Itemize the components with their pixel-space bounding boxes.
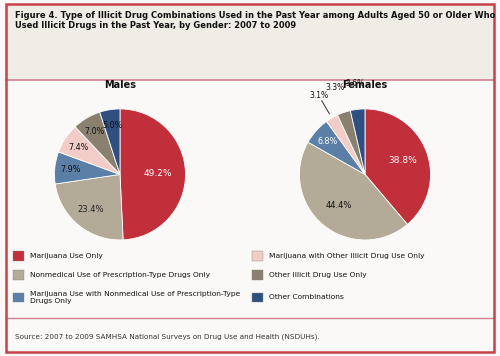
Bar	[252, 270, 263, 280]
Bar	[252, 251, 263, 261]
Text: 7.4%: 7.4%	[68, 142, 88, 152]
Wedge shape	[55, 174, 123, 240]
Bar	[14, 270, 24, 280]
Wedge shape	[120, 109, 186, 240]
Wedge shape	[58, 127, 120, 174]
Text: 49.2%: 49.2%	[144, 169, 172, 178]
Text: Other Combinations: Other Combinations	[269, 294, 344, 300]
Text: Other Illicit Drug Use Only: Other Illicit Drug Use Only	[269, 272, 366, 278]
Wedge shape	[308, 121, 365, 174]
Bar	[14, 293, 24, 302]
Wedge shape	[75, 112, 120, 174]
Text: Used Illicit Drugs in the Past Year, by Gender: 2007 to 2009: Used Illicit Drugs in the Past Year, by …	[15, 21, 296, 30]
Text: Marijuana with Other Illicit Drug Use Only: Marijuana with Other Illicit Drug Use On…	[269, 253, 424, 259]
Text: 44.4%: 44.4%	[326, 201, 352, 210]
Wedge shape	[365, 109, 430, 224]
Wedge shape	[54, 152, 120, 184]
Wedge shape	[300, 142, 408, 240]
Text: 7.9%: 7.9%	[60, 165, 80, 174]
Title: Females: Females	[342, 80, 388, 90]
Text: 23.4%: 23.4%	[78, 205, 104, 214]
Title: Males: Males	[104, 80, 136, 90]
Text: Nonmedical Use of Prescription-Type Drugs Only: Nonmedical Use of Prescription-Type Drug…	[30, 272, 210, 278]
Text: Marijuana Use Only: Marijuana Use Only	[30, 253, 102, 259]
Text: Source: 2007 to 2009 SAMHSA National Surveys on Drug Use and Health (NSDUHs).: Source: 2007 to 2009 SAMHSA National Sur…	[15, 333, 320, 340]
Text: 3.3%: 3.3%	[326, 83, 345, 92]
Wedge shape	[350, 109, 365, 174]
Text: 6.8%: 6.8%	[318, 137, 338, 146]
Text: Figure 4. Type of Illicit Drug Combinations Used in the Past Year among Adults A: Figure 4. Type of Illicit Drug Combinati…	[15, 11, 496, 20]
Text: 3.1%: 3.1%	[309, 91, 328, 100]
Text: 38.8%: 38.8%	[388, 156, 418, 165]
Text: 7.0%: 7.0%	[84, 127, 105, 136]
Text: Marijuana Use with Nonmedical Use of Prescription-Type
Drugs Only: Marijuana Use with Nonmedical Use of Pre…	[30, 291, 240, 304]
Wedge shape	[338, 111, 365, 174]
Bar	[252, 293, 263, 302]
Text: 3.6%: 3.6%	[345, 79, 364, 88]
Wedge shape	[100, 109, 120, 174]
Text: 5.0%: 5.0%	[102, 121, 122, 130]
FancyBboxPatch shape	[6, 4, 494, 80]
Wedge shape	[326, 115, 365, 174]
Bar	[14, 251, 24, 261]
